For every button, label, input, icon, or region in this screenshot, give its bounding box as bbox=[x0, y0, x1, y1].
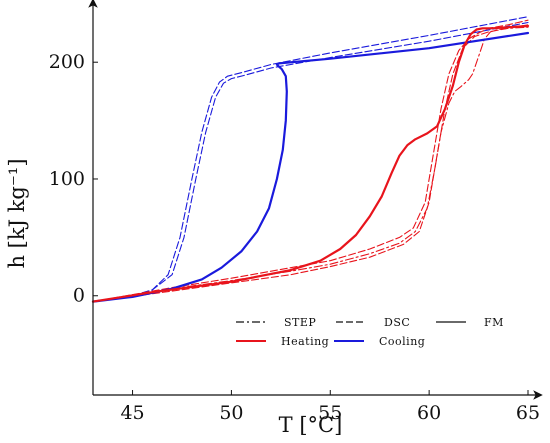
x-tick-label: 50 bbox=[219, 402, 243, 424]
x-tick-label: 55 bbox=[318, 402, 342, 424]
series-heating-fm-line bbox=[91, 24, 530, 303]
legend-dsc-label: DSC bbox=[384, 316, 410, 329]
series-heating-dsc-line bbox=[92, 24, 529, 303]
y-tick-label: 100 bbox=[49, 168, 85, 190]
legend-heating-label: Heating bbox=[281, 335, 329, 348]
tick-labels: 45 50 55 60 65 0 100 200 bbox=[49, 51, 540, 424]
series-cooling-dsc-line bbox=[92, 21, 529, 303]
legend-cooling-label: Cooling bbox=[379, 335, 425, 348]
series-heating-dsc-line bbox=[92, 19, 529, 303]
series-cooling-fm-line bbox=[91, 31, 530, 303]
legend-fm-label: FM bbox=[484, 316, 504, 329]
series-layer bbox=[91, 16, 530, 303]
x-tick-label: 45 bbox=[120, 402, 144, 424]
series-heating-step-line bbox=[92, 26, 529, 303]
axes bbox=[88, 0, 543, 400]
y-tick-label: 0 bbox=[73, 285, 85, 307]
x-tick-label: 65 bbox=[516, 402, 540, 424]
legend: STEP DSC FM Heating Cooling bbox=[236, 316, 504, 348]
series-cooling-dsc-line bbox=[92, 16, 529, 303]
x-axis-title: T [°C] bbox=[279, 413, 343, 437]
legend-step-label: STEP bbox=[284, 316, 316, 329]
x-tick-label: 60 bbox=[417, 402, 441, 424]
y-axis-title: h [kJ kg⁻¹] bbox=[5, 158, 29, 268]
y-tick-label: 200 bbox=[49, 51, 85, 73]
